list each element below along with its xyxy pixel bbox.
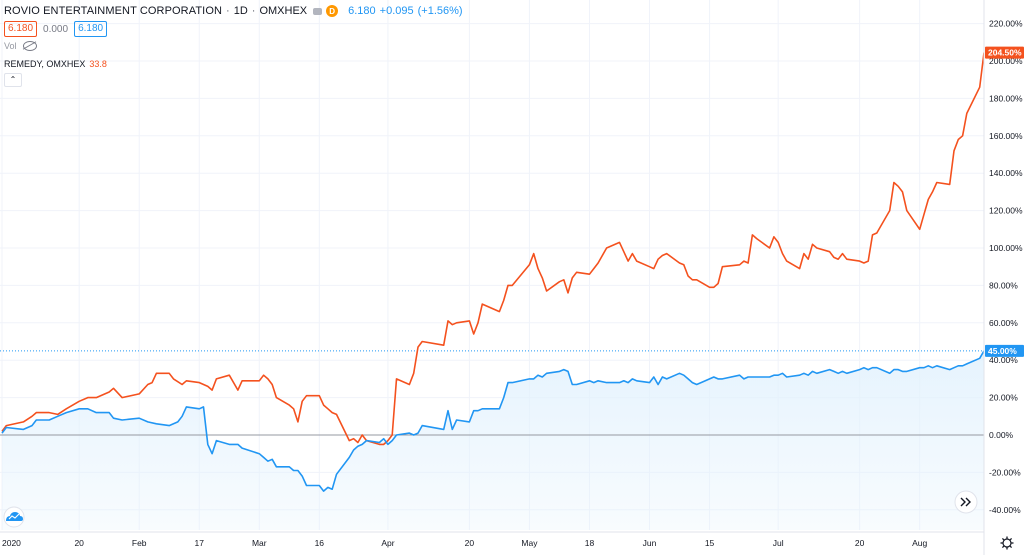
y-tick-label: 40.00% bbox=[989, 355, 1018, 365]
y-tick-label: 0.00% bbox=[989, 430, 1014, 440]
remedy-series-line[interactable] bbox=[1, 52, 985, 446]
spread-value: 0.000 bbox=[43, 23, 69, 35]
x-tick-label: Jul bbox=[773, 538, 784, 548]
chevron-up-icon[interactable]: ⌃ bbox=[4, 73, 22, 87]
gear-tooth bbox=[1001, 545, 1005, 549]
gear-icon[interactable] bbox=[1000, 536, 1014, 550]
x-tick-label: Mar bbox=[252, 538, 267, 548]
price-axis[interactable] bbox=[984, 0, 1024, 555]
y-tick-label: -20.00% bbox=[989, 467, 1021, 477]
x-tick-label: 20 bbox=[74, 538, 84, 548]
bid-ask-row: 6.180 0.000 6.180 bbox=[4, 21, 108, 37]
interval-label[interactable]: 1D bbox=[233, 5, 248, 17]
y-tick-label: 100.00% bbox=[989, 243, 1023, 253]
exchange-label: OMXHEX bbox=[259, 5, 308, 17]
price-change: +0.095 bbox=[379, 5, 414, 17]
y-tick-label: 200.00% bbox=[989, 56, 1023, 66]
x-tick-label: 16 bbox=[315, 538, 325, 548]
double-chevron-right-icon[interactable] bbox=[954, 490, 978, 514]
symbol-title: ROVIO ENTERTAINMENT CORPORATION bbox=[4, 5, 223, 17]
gear-tooth bbox=[1009, 545, 1013, 549]
scroll-button-bg[interactable] bbox=[954, 490, 978, 514]
chevron-right-icon bbox=[960, 497, 971, 507]
y-tick-label: 160.00% bbox=[989, 131, 1023, 141]
remedy-last-value-badge bbox=[985, 46, 1024, 59]
x-tick-label: Apr bbox=[381, 538, 394, 548]
sell-price-button[interactable]: 6.180 bbox=[4, 21, 38, 37]
last-value-label: 204.50% bbox=[988, 48, 1022, 58]
last-price: 6.180 bbox=[348, 5, 376, 17]
tradingview-cloud-icon[interactable] bbox=[3, 506, 25, 528]
header-separator: · bbox=[226, 5, 230, 17]
x-tick-label: 20 bbox=[855, 538, 865, 548]
x-tick-label: 20 bbox=[465, 538, 475, 548]
y-tick-label: 120.00% bbox=[989, 206, 1023, 216]
y-tick-label: 220.00% bbox=[989, 19, 1023, 29]
x-tick-label: Jun bbox=[643, 538, 657, 548]
compare-symbol-label: REMEDY, OMXHEX bbox=[4, 59, 86, 69]
x-tick-label: Feb bbox=[132, 538, 147, 548]
x-tick-label: Aug bbox=[912, 538, 927, 548]
header-separator: · bbox=[251, 5, 256, 17]
gear-tooth bbox=[1001, 537, 1005, 541]
y-tick-label: -40.00% bbox=[989, 505, 1021, 515]
buy-price-button[interactable]: 6.180 bbox=[74, 21, 108, 37]
compare-legend[interactable]: REMEDY, OMXHEX 33.8 bbox=[4, 59, 107, 69]
last-value-label: 45.00% bbox=[988, 346, 1017, 356]
eye-hidden-icon[interactable] bbox=[22, 41, 37, 51]
y-tick-label: 180.00% bbox=[989, 93, 1023, 103]
volume-label: Vol bbox=[4, 41, 17, 51]
y-tick-label: 80.00% bbox=[989, 280, 1018, 290]
price-change-percent: (+1.56%) bbox=[417, 5, 463, 17]
gear-tooth bbox=[1009, 537, 1013, 541]
symbol-header: ROVIO ENTERTAINMENT CORPORATION · 1D · O… bbox=[4, 3, 467, 19]
x-tick-label: May bbox=[521, 538, 538, 548]
volume-legend: Vol bbox=[4, 41, 37, 51]
x-tick-label: 15 bbox=[705, 538, 715, 548]
compare-value: 33.8 bbox=[89, 59, 107, 69]
x-tick-label: 2020 bbox=[2, 538, 21, 548]
x-tick-label: 18 bbox=[585, 538, 595, 548]
trend-mark bbox=[8, 513, 20, 520]
delayed-badge: D bbox=[326, 5, 339, 17]
y-tick-label: 20.00% bbox=[989, 393, 1018, 403]
rovio-last-value-badge bbox=[985, 344, 1024, 357]
rovio-series-line[interactable] bbox=[1, 350, 985, 492]
x-tick-label: 17 bbox=[195, 538, 205, 548]
y-tick-label: 140.00% bbox=[989, 168, 1023, 178]
gear-ring bbox=[1002, 538, 1012, 548]
y-tick-label: 60.00% bbox=[989, 318, 1018, 328]
market-status-icon bbox=[313, 7, 323, 15]
rovio-area-fill bbox=[2, 350, 984, 530]
